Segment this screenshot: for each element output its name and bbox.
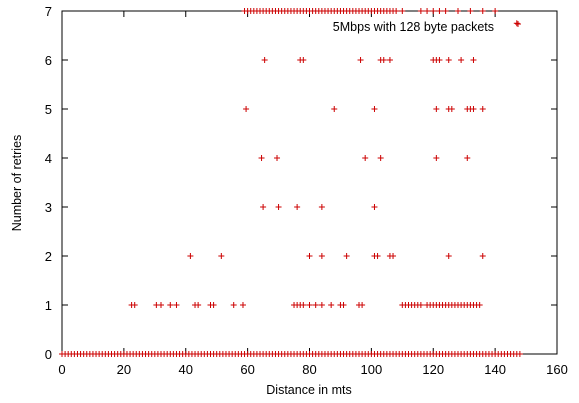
data-point <box>445 253 452 259</box>
data-point <box>318 204 325 210</box>
legend-marker-symbol <box>515 21 521 27</box>
data-point <box>479 253 486 259</box>
data-point <box>195 302 202 308</box>
data-point <box>467 8 474 14</box>
data-point <box>513 20 520 27</box>
data-point <box>448 106 455 112</box>
x-tick-label: 60 <box>240 362 254 377</box>
axis-tick-labels: 0 20 40 60 80 100 120 140 160 0 1 2 3 4 5 6 7 <box>45 4 568 377</box>
data-point <box>312 302 319 308</box>
data-point <box>275 204 282 210</box>
data-point <box>318 253 325 259</box>
x-tick-label: 20 <box>117 362 131 377</box>
x-axis-label: Distance in mts <box>266 383 351 397</box>
y-tick-label: 1 <box>45 298 52 313</box>
data-point <box>131 302 138 308</box>
legend: 5Mbps with 128 byte packets <box>333 20 521 34</box>
data-point <box>393 8 400 14</box>
data-point <box>374 253 381 259</box>
data-point <box>390 253 397 259</box>
data-point <box>430 8 437 14</box>
data-point <box>464 155 471 161</box>
data-points <box>59 8 523 357</box>
data-point <box>371 106 378 112</box>
data-point <box>516 351 523 357</box>
data-point <box>167 302 174 308</box>
data-point <box>371 204 378 210</box>
data-point <box>306 253 313 259</box>
x-tick-label: 40 <box>179 362 193 377</box>
y-tick-label: 4 <box>45 151 52 166</box>
data-point <box>239 302 246 308</box>
data-point <box>260 204 267 210</box>
y-tick-label: 6 <box>45 53 52 68</box>
data-point <box>343 253 350 259</box>
data-point <box>386 57 393 63</box>
data-point <box>479 8 486 14</box>
y-tick-label: 5 <box>45 102 52 117</box>
y-tick-label: 0 <box>45 347 52 362</box>
legend-label: 5Mbps with 128 byte packets <box>333 20 494 34</box>
data-point <box>306 302 313 308</box>
data-point <box>436 8 443 14</box>
data-point <box>377 155 384 161</box>
data-point <box>258 155 265 161</box>
data-point <box>476 302 483 308</box>
y-tick-label: 3 <box>45 200 52 215</box>
data-point <box>492 8 499 14</box>
data-point <box>445 57 452 63</box>
y-axis-label: Number of retries <box>10 135 24 232</box>
y-tick-label: 2 <box>45 249 52 264</box>
data-point <box>436 57 443 63</box>
x-tick-label: 120 <box>422 362 444 377</box>
data-point <box>470 106 477 112</box>
data-point <box>442 8 449 14</box>
data-point <box>433 106 440 112</box>
data-point <box>331 106 338 112</box>
x-tick-label: 160 <box>546 362 568 377</box>
data-point <box>318 302 325 308</box>
data-point <box>294 204 301 210</box>
data-point <box>261 57 268 63</box>
data-point <box>433 155 440 161</box>
x-tick-label: 140 <box>484 362 506 377</box>
data-point <box>417 302 424 308</box>
data-point <box>218 253 225 259</box>
data-point <box>479 106 486 112</box>
data-point <box>274 155 281 161</box>
data-point <box>359 302 366 308</box>
x-tick-label: 80 <box>302 362 316 377</box>
data-point <box>424 8 431 14</box>
data-point <box>187 253 194 259</box>
x-tick-label: 100 <box>361 362 383 377</box>
data-point <box>300 302 307 308</box>
data-point <box>210 302 217 308</box>
data-point <box>340 302 347 308</box>
data-point <box>230 302 237 308</box>
data-point <box>173 302 180 308</box>
data-point <box>158 302 164 308</box>
data-point <box>243 106 250 112</box>
data-point <box>417 8 424 14</box>
data-point <box>458 57 465 63</box>
data-point <box>362 155 369 161</box>
data-point <box>380 57 387 63</box>
data-point <box>357 57 364 63</box>
data-point <box>300 57 307 63</box>
x-tick-label: 0 <box>58 362 65 377</box>
legend-marker <box>515 21 521 27</box>
y-tick-label: 7 <box>45 4 52 19</box>
data-point <box>399 8 406 14</box>
data-point <box>455 8 461 14</box>
data-point <box>328 302 335 308</box>
data-point <box>470 57 477 63</box>
